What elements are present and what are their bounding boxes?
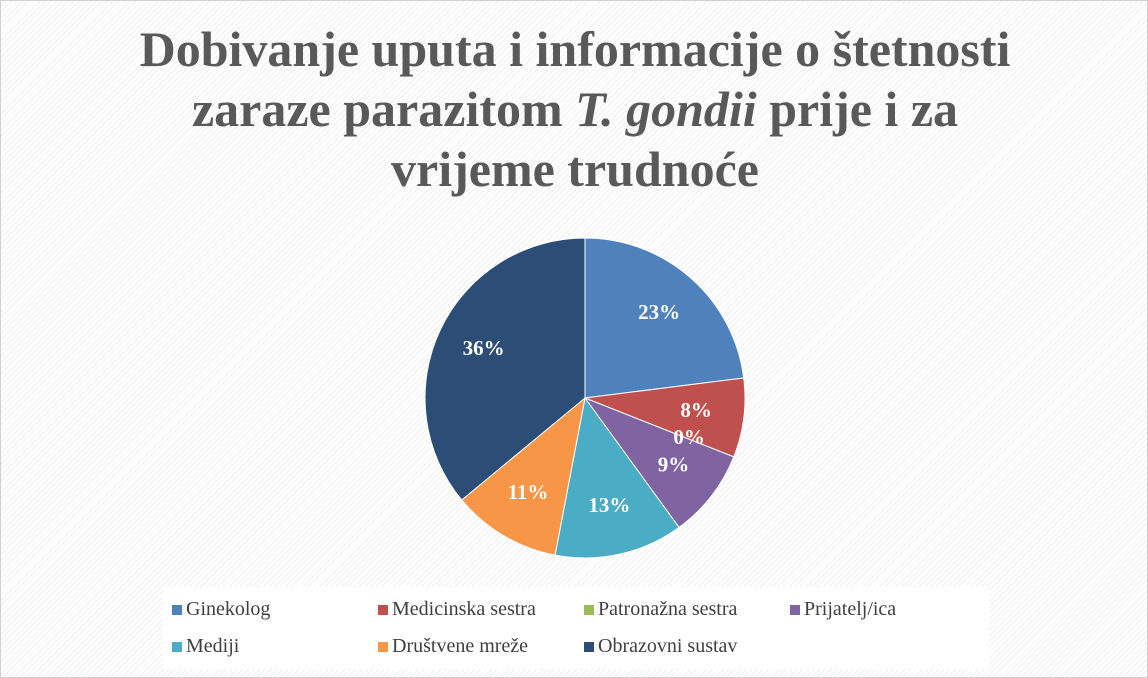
pie-slice <box>583 396 735 529</box>
legend-item: Medicinska sestra <box>369 598 575 621</box>
data-label: 0% <box>673 425 705 449</box>
legend-swatch <box>378 641 388 652</box>
legend-item: Prijatelj/ica <box>781 598 987 621</box>
legend-label: Prijatelj/ica <box>804 598 897 620</box>
legend-swatch <box>378 604 388 615</box>
legend-item: Ginekolog <box>163 598 369 621</box>
legend-label: Ginekolog <box>186 598 271 620</box>
chart-title: Dobivanje uputa i informacije o štetnost… <box>115 19 1035 199</box>
legend-swatch <box>790 604 800 615</box>
title-part: prije i za vrijeme trudnoće <box>391 81 959 197</box>
pie-slice <box>424 237 586 501</box>
legend-swatch <box>584 604 594 615</box>
legend-item: Mediji <box>163 635 369 658</box>
legend-label: Medicinska sestra <box>392 598 536 620</box>
data-label: 13% <box>588 493 630 517</box>
legend-item: Obrazovni sustav <box>575 635 781 658</box>
legend-swatch <box>172 641 182 652</box>
legend-item: Društvene mreže <box>369 635 575 658</box>
data-label: 8% <box>680 398 712 422</box>
legend-item: Patronažna sestra <box>575 598 781 621</box>
pie-slice <box>461 396 586 556</box>
data-label: 36% <box>463 336 505 360</box>
title-part: T. gondii <box>575 81 757 137</box>
data-label: 11% <box>508 480 549 504</box>
pie-slice <box>554 396 680 559</box>
title-part: Dobivanje uputa i informacije o štetnost… <box>139 21 1011 137</box>
legend-label: Patronažna sestra <box>598 598 738 620</box>
data-label: 9% <box>658 452 690 476</box>
legend-swatch <box>584 641 594 652</box>
legend-label: Mediji <box>186 635 240 657</box>
data-label: 23% <box>638 300 680 324</box>
legend-label: Obrazovni sustav <box>598 635 738 657</box>
legend: Ginekolog Medicinska sestra Patronažna ses… <box>163 587 989 669</box>
pie-slice <box>584 237 745 399</box>
legend-label: Društvene mreže <box>392 635 529 657</box>
legend-swatch <box>172 604 182 615</box>
